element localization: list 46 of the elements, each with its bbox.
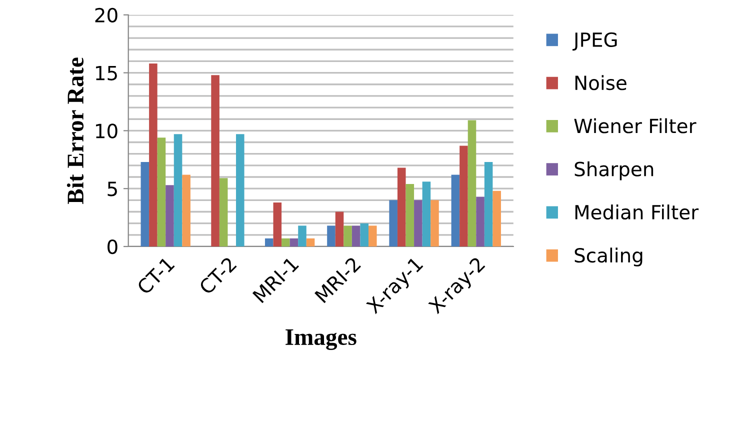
bar bbox=[166, 185, 174, 246]
bar bbox=[182, 174, 190, 246]
bar bbox=[335, 212, 344, 246]
legend-label: Median Filter bbox=[575, 204, 699, 220]
bar bbox=[174, 134, 182, 246]
bar bbox=[430, 200, 439, 246]
bar bbox=[460, 146, 468, 246]
x-axis-title: Images bbox=[286, 329, 356, 350]
bar bbox=[140, 162, 150, 246]
bar bbox=[352, 226, 360, 246]
y-tick-label: 20 bbox=[95, 8, 118, 23]
legend-label: Scaling bbox=[574, 248, 642, 266]
bar bbox=[211, 75, 220, 246]
y-tick-label: 5 bbox=[108, 182, 117, 196]
bar bbox=[397, 168, 406, 246]
y-tick-label: 0 bbox=[108, 239, 118, 254]
bar bbox=[149, 64, 158, 246]
bar bbox=[492, 190, 501, 246]
bar bbox=[282, 238, 290, 246]
bar bbox=[414, 200, 422, 246]
bar bbox=[422, 182, 431, 246]
bar bbox=[219, 178, 228, 246]
legend-label: Sharpen bbox=[574, 161, 654, 180]
bar bbox=[389, 200, 398, 246]
bar bbox=[451, 174, 460, 246]
y-tick-label: 10 bbox=[96, 124, 118, 138]
bar bbox=[476, 196, 484, 246]
bar bbox=[298, 226, 306, 246]
bar bbox=[157, 138, 166, 246]
bar bbox=[273, 202, 282, 246]
bar bbox=[306, 238, 315, 246]
bar bbox=[368, 226, 377, 246]
legend-label: Noise bbox=[575, 75, 626, 90]
bar bbox=[360, 223, 368, 246]
bar bbox=[236, 134, 244, 246]
y-axis-title: Bit Error Rate bbox=[66, 58, 84, 204]
legend-label: Wiener Filter bbox=[574, 118, 696, 134]
bar bbox=[406, 184, 414, 246]
bar bbox=[264, 238, 274, 246]
bar bbox=[468, 120, 476, 246]
legend-label: JPEG bbox=[572, 32, 617, 51]
bar bbox=[327, 226, 336, 246]
bar bbox=[484, 162, 493, 246]
bar bbox=[290, 238, 298, 246]
y-tick-label: 15 bbox=[96, 66, 117, 80]
bar bbox=[344, 226, 352, 246]
